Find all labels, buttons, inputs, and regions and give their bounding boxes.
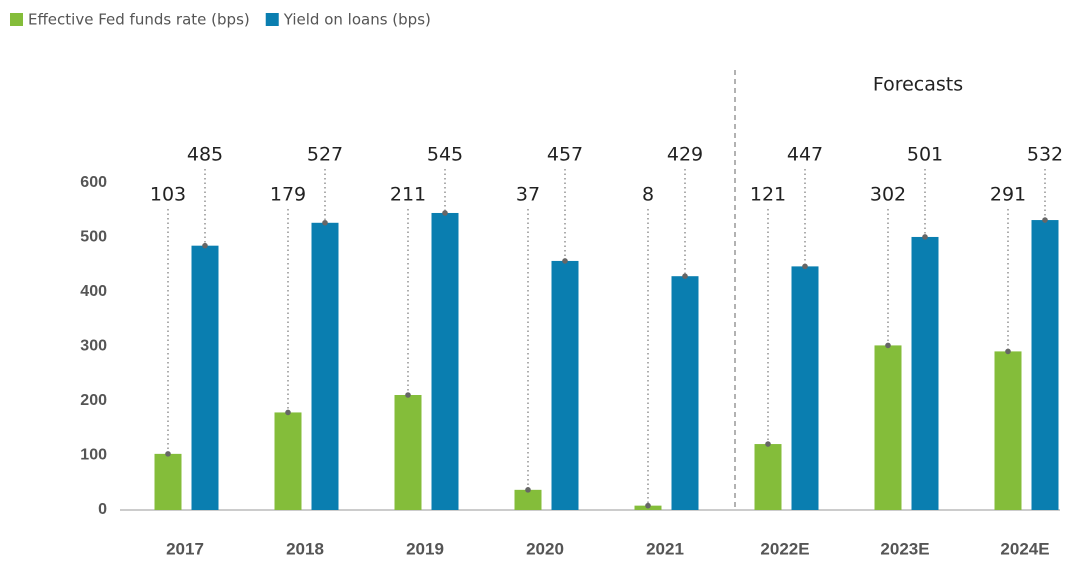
- leader-dot: [645, 502, 651, 509]
- data-label: 103: [150, 184, 186, 206]
- y-tick-label: 600: [80, 174, 107, 191]
- bar: [874, 345, 902, 510]
- data-label: 8: [642, 184, 654, 206]
- data-label: 211: [390, 184, 426, 206]
- bar: [791, 266, 819, 510]
- x-tick-label: 2017: [166, 539, 204, 558]
- leader-dot: [285, 409, 291, 416]
- leader-dot: [202, 242, 208, 249]
- leader-dot: [322, 219, 328, 226]
- legend-swatch: [10, 13, 23, 26]
- legend-label: Yield on loans (bps): [283, 11, 431, 29]
- x-tick-label: 2018: [286, 539, 324, 558]
- leader-dot: [1042, 217, 1048, 223]
- x-tick-label: 2020: [526, 539, 564, 558]
- leader-dot: [885, 342, 891, 349]
- bar: [1031, 220, 1059, 510]
- leader-dot: [922, 234, 928, 240]
- bar: [274, 412, 302, 510]
- legend-swatch: [265, 13, 279, 26]
- y-tick-label: 100: [80, 447, 107, 464]
- y-tick-label: 500: [80, 229, 107, 246]
- data-label: 532: [1027, 144, 1063, 166]
- data-label: 501: [907, 144, 943, 166]
- leader-dot: [1005, 348, 1011, 355]
- x-tick-label: 2024E: [1000, 539, 1049, 558]
- leader-dot: [525, 487, 531, 493]
- data-label: 447: [787, 144, 823, 166]
- y-tick-label: 400: [80, 283, 107, 300]
- bar: [551, 260, 579, 510]
- bar: [191, 245, 219, 511]
- data-label: 429: [667, 144, 703, 166]
- x-tick-label: 2023E: [880, 539, 929, 558]
- data-label: 545: [427, 144, 463, 166]
- bar: [911, 236, 939, 510]
- legend-label: Effective Fed funds rate (bps): [28, 11, 250, 29]
- leader-dot: [765, 441, 771, 447]
- bar: [514, 489, 542, 510]
- leader-dot: [562, 258, 568, 264]
- data-label: 527: [307, 144, 343, 166]
- leader-dot: [165, 451, 171, 457]
- leader-dot: [682, 273, 688, 279]
- bar: [311, 222, 339, 510]
- leader-dot: [802, 263, 808, 270]
- bar: [994, 351, 1022, 510]
- data-label: 179: [270, 184, 306, 206]
- data-label: 121: [750, 184, 786, 206]
- data-label: 302: [870, 184, 906, 206]
- x-tick-label: 2019: [406, 539, 444, 558]
- data-label: 37: [516, 184, 540, 206]
- y-tick-label: 0: [98, 501, 107, 518]
- bar: [754, 444, 782, 510]
- bar: [671, 276, 699, 510]
- y-tick-label: 300: [80, 338, 107, 355]
- leader-dot: [405, 392, 411, 398]
- x-tick-label: 2021: [646, 539, 684, 558]
- leader-dot: [442, 210, 448, 216]
- bar: [431, 212, 459, 510]
- annotation: Forecasts: [873, 74, 963, 96]
- bar: [154, 453, 182, 510]
- y-tick-label: 200: [80, 392, 107, 409]
- x-tick-label: 2022E: [760, 539, 809, 558]
- data-label: 457: [547, 144, 583, 166]
- data-label: 485: [187, 144, 223, 166]
- bar: [394, 395, 422, 510]
- data-label: 291: [990, 184, 1026, 206]
